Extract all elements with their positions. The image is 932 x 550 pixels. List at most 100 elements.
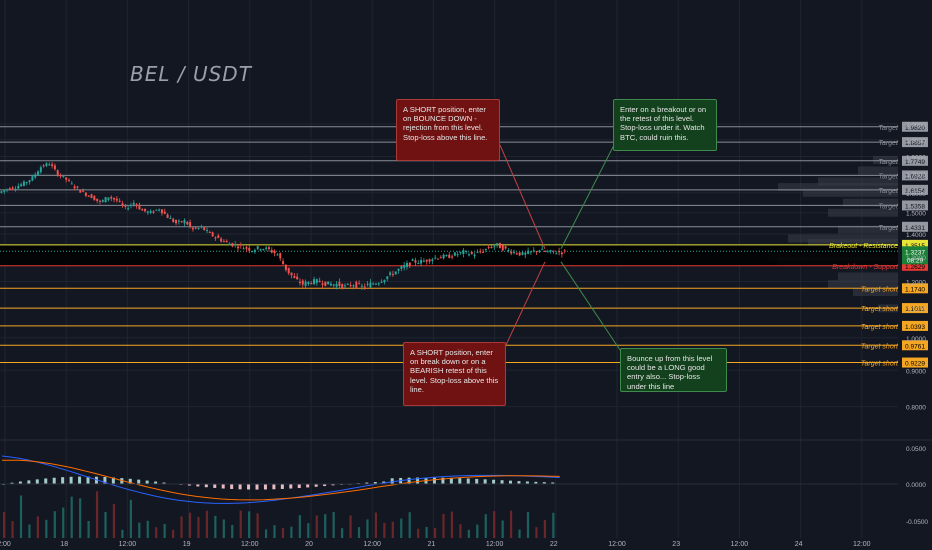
candle-body bbox=[160, 209, 163, 214]
level-price-badge bbox=[902, 357, 928, 368]
time-tick-label: 12:00 bbox=[731, 541, 749, 548]
candle-body bbox=[439, 257, 442, 259]
volume-profile-bar bbox=[843, 198, 898, 207]
volume-profile-bar bbox=[828, 280, 898, 289]
volume-bar bbox=[518, 529, 521, 538]
macd-histogram-bar bbox=[272, 484, 276, 490]
candle-body bbox=[127, 208, 130, 210]
macd-histogram-bar bbox=[483, 479, 487, 484]
candle-body bbox=[307, 281, 310, 285]
candle-body bbox=[380, 281, 383, 283]
time-tick-label: 23 bbox=[672, 541, 680, 548]
volume-bar bbox=[433, 527, 437, 538]
candle-body bbox=[428, 259, 431, 262]
candle-body bbox=[191, 227, 194, 230]
current-price-text: 1.3237 bbox=[905, 249, 925, 256]
price-tick-label: 0.8000 bbox=[906, 405, 926, 412]
volume-bar bbox=[62, 507, 65, 538]
macd-histogram-bar bbox=[27, 480, 31, 484]
level-label: Target bbox=[878, 188, 899, 195]
volume-bar bbox=[11, 521, 14, 538]
candle-body bbox=[234, 244, 237, 246]
candle-body bbox=[298, 281, 301, 283]
candle-body bbox=[344, 285, 347, 287]
volume-bar bbox=[53, 511, 56, 538]
volume-bar bbox=[501, 520, 504, 538]
candle-body bbox=[270, 249, 273, 253]
candle-body bbox=[504, 246, 507, 249]
macd-histogram-bar bbox=[247, 484, 251, 490]
candle-body bbox=[332, 284, 335, 286]
level-label: Target bbox=[878, 140, 899, 147]
volume-profile-bar bbox=[873, 155, 898, 164]
time-axis: 2:00 18 12:00 19 12:00 20 12:00 21 12:00 22 12:00 2… bbox=[0, 541, 871, 548]
volume-bar bbox=[222, 519, 225, 538]
price-tick-label: 1.9000 bbox=[906, 138, 926, 145]
chart-grid bbox=[0, 0, 932, 538]
candle-body bbox=[372, 283, 375, 285]
macd-histogram-bar bbox=[534, 481, 538, 484]
candle-body bbox=[200, 226, 203, 228]
volume-bar bbox=[341, 528, 344, 538]
candle-body bbox=[113, 197, 116, 200]
macd-histogram-bar bbox=[162, 482, 166, 484]
candle-body bbox=[315, 279, 318, 283]
candle-body bbox=[422, 260, 425, 262]
price-tick-label: 1.2000 bbox=[906, 280, 926, 287]
candle-body bbox=[96, 198, 99, 201]
macd-histogram-bar bbox=[204, 484, 208, 488]
candle-body bbox=[518, 252, 521, 256]
candle-body bbox=[53, 165, 56, 170]
volume-bar bbox=[239, 510, 242, 538]
current-price-badge bbox=[902, 246, 928, 265]
candle-body bbox=[498, 243, 501, 249]
candle-body bbox=[141, 209, 144, 211]
note-long-bounce: Bounce up from this level could be a LON… bbox=[620, 348, 727, 392]
level-label: Brakeout - Resistance bbox=[829, 243, 898, 250]
level-price-badge bbox=[902, 155, 928, 166]
level-price-text: 1.0393 bbox=[905, 324, 925, 331]
level-price-text: 0.9761 bbox=[905, 343, 925, 350]
candle-body bbox=[51, 164, 54, 166]
candle-body bbox=[214, 237, 217, 239]
volume-bar bbox=[205, 510, 208, 538]
volume-profile-bar bbox=[778, 183, 898, 192]
candle-body bbox=[366, 283, 369, 285]
candle-body bbox=[284, 264, 287, 271]
level-price-text: 1.5358 bbox=[905, 203, 925, 210]
candle-body bbox=[132, 202, 135, 205]
time-tick-label: 12:00 bbox=[608, 541, 626, 548]
candle-body bbox=[17, 186, 20, 189]
price-tick-label: 2.0000 bbox=[906, 122, 926, 129]
macd-panel bbox=[0, 455, 898, 538]
candle-body bbox=[535, 251, 538, 253]
price-tick-label: 1.0000 bbox=[906, 336, 926, 343]
candle-body bbox=[166, 214, 169, 219]
macd-histogram-bar bbox=[331, 484, 335, 486]
candle-body bbox=[175, 220, 178, 224]
macd-histogram-bar bbox=[187, 484, 191, 486]
level-price-badge bbox=[902, 283, 928, 294]
candle-body bbox=[189, 222, 192, 227]
candle-body bbox=[383, 279, 386, 283]
candle-body bbox=[251, 251, 254, 253]
macd-histogram-bar bbox=[492, 479, 496, 484]
candle-body bbox=[56, 170, 59, 176]
volume-bar bbox=[535, 527, 538, 538]
candle-body bbox=[358, 283, 361, 285]
volume-profile-bar bbox=[788, 234, 898, 243]
macd-histogram-bar bbox=[289, 484, 293, 489]
candle-body bbox=[482, 251, 485, 253]
candle-body bbox=[163, 211, 166, 214]
candle-body bbox=[296, 276, 299, 280]
candle-body bbox=[186, 221, 189, 225]
candle-body bbox=[87, 195, 90, 197]
candle-body bbox=[549, 250, 552, 252]
level-price-text: 0.9229 bbox=[905, 361, 925, 368]
candle-body bbox=[479, 251, 482, 253]
volume-bar bbox=[112, 504, 116, 538]
candle-body bbox=[28, 180, 31, 182]
macd-histogram-bar bbox=[441, 477, 445, 484]
candle-body bbox=[321, 283, 324, 285]
